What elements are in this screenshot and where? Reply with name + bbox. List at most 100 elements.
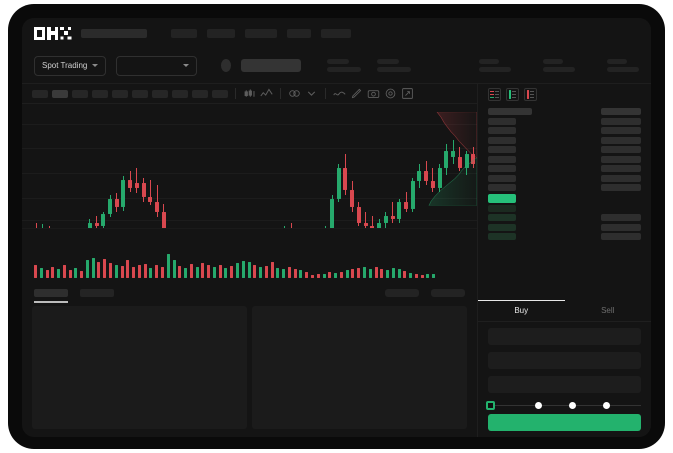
orderbook-amount — [601, 155, 641, 163]
volume-bar — [339, 271, 343, 278]
orderbook-amount — [601, 117, 641, 125]
total-field[interactable] — [488, 375, 641, 393]
bid-rows[interactable] — [488, 204, 641, 242]
nav-item-4[interactable] — [287, 28, 311, 38]
amount-slider[interactable] — [478, 399, 651, 411]
volume-bar — [368, 269, 372, 278]
timeframe-button-9[interactable] — [192, 89, 208, 98]
bottom-panel-right[interactable] — [252, 305, 467, 429]
timeframe-button-5[interactable] — [112, 89, 128, 98]
timeframe-button-3[interactable] — [72, 89, 88, 98]
ask-row[interactable] — [488, 183, 641, 193]
ask-row[interactable] — [488, 155, 641, 165]
volume-bar — [293, 269, 297, 278]
volume-bar — [299, 269, 303, 278]
candlestick-chart-icon[interactable] — [243, 87, 256, 100]
bid-row[interactable] — [488, 204, 641, 214]
bid-depth-area — [428, 157, 477, 206]
timeframe-button-4[interactable] — [92, 89, 108, 98]
price-field[interactable] — [488, 327, 641, 345]
bid-row[interactable] — [488, 213, 641, 223]
pair-selector-dropdown[interactable] — [116, 55, 197, 76]
orderbook-price — [488, 214, 516, 222]
buy-tab[interactable]: Buy — [478, 299, 565, 321]
volume-bar — [184, 267, 188, 278]
timeframe-button-8[interactable] — [172, 89, 188, 98]
volume-bar — [149, 267, 153, 278]
indicators-icon[interactable] — [260, 87, 273, 100]
chart-column — [22, 84, 478, 437]
volume-bar — [414, 274, 418, 278]
nav-item-1[interactable] — [171, 28, 197, 38]
camera-icon[interactable] — [367, 87, 380, 100]
volume-bar — [201, 263, 205, 278]
trading-mode-dropdown[interactable]: Spot Trading — [34, 55, 107, 76]
draw-pencil-icon[interactable] — [350, 87, 363, 100]
okx-logo[interactable] — [34, 26, 71, 40]
volume-bar — [397, 269, 401, 278]
chart-settings-chevron-icon[interactable] — [305, 87, 318, 100]
slider-handle[interactable] — [486, 400, 495, 410]
ask-row[interactable] — [488, 136, 641, 146]
nav-item-3[interactable] — [245, 28, 277, 38]
volume-bar — [247, 262, 251, 278]
ask-row[interactable] — [488, 145, 641, 155]
sell-tab[interactable]: Sell — [601, 305, 615, 315]
timeframe-button-10[interactable] — [212, 89, 228, 98]
slider-track[interactable] — [486, 400, 641, 410]
global-search-input[interactable] — [81, 28, 147, 38]
pair-info-bar: Spot Trading — [22, 48, 651, 84]
compare-icon[interactable] — [288, 87, 301, 100]
orderbook-amount — [601, 184, 641, 192]
orderbook-amount — [601, 146, 641, 154]
bottom-tab-1[interactable] — [34, 288, 68, 303]
stat-label — [607, 59, 627, 64]
slider-step-25[interactable] — [535, 401, 543, 409]
timeframe-button-2[interactable] — [52, 89, 68, 98]
bid-row[interactable] — [488, 232, 641, 242]
bottom-tab-2[interactable] — [80, 288, 114, 297]
toolbar-divider — [280, 88, 281, 99]
orderbook-amount — [601, 223, 641, 231]
volume-bar — [137, 265, 141, 278]
settings-gear-icon[interactable] — [384, 87, 397, 100]
volume-bar — [224, 267, 228, 278]
volume-bar — [62, 264, 66, 278]
ask-rows[interactable] — [488, 117, 641, 193]
orderbook-rows[interactable] — [478, 104, 651, 300]
bottom-panel-left[interactable] — [32, 305, 247, 429]
stat-value — [543, 67, 575, 72]
price-chart[interactable] — [22, 104, 477, 228]
timeframe-button-6[interactable] — [132, 89, 148, 98]
orderbook-price — [488, 184, 516, 192]
app-screen: Spot Trading — [22, 18, 651, 437]
nav-item-5[interactable] — [321, 28, 351, 38]
bottom-action-1[interactable] — [385, 288, 419, 297]
orderbook-mode-asks-icon[interactable] — [524, 87, 537, 101]
submit-order-button[interactable] — [488, 414, 641, 431]
ask-row[interactable] — [488, 174, 641, 184]
volume-bar — [45, 270, 49, 278]
ask-row[interactable] — [488, 117, 641, 127]
volume-histogram — [22, 227, 477, 284]
stat-block-1 — [327, 59, 361, 72]
orderbook-mode-bids-icon[interactable] — [506, 87, 519, 101]
bid-row[interactable] — [488, 223, 641, 233]
bottom-content-panels — [22, 302, 477, 438]
nav-item-2[interactable] — [207, 28, 235, 38]
bottom-action-2[interactable] — [431, 288, 465, 297]
toolbar-divider — [235, 88, 236, 99]
slider-step-50[interactable] — [569, 401, 577, 409]
timeframe-button-7[interactable] — [152, 89, 168, 98]
orderbook-mode-both-icon[interactable] — [488, 87, 501, 101]
slider-step-75[interactable] — [602, 401, 610, 409]
ask-row[interactable] — [488, 126, 641, 136]
fullscreen-icon[interactable] — [401, 87, 414, 100]
volume-bar — [259, 267, 263, 278]
stat-block-4 — [543, 59, 575, 72]
timeframe-button-1[interactable] — [32, 89, 48, 98]
line-chart-icon[interactable] — [333, 87, 346, 100]
ask-row[interactable] — [488, 164, 641, 174]
orderbook-price — [488, 223, 516, 231]
amount-field[interactable] — [488, 351, 641, 369]
